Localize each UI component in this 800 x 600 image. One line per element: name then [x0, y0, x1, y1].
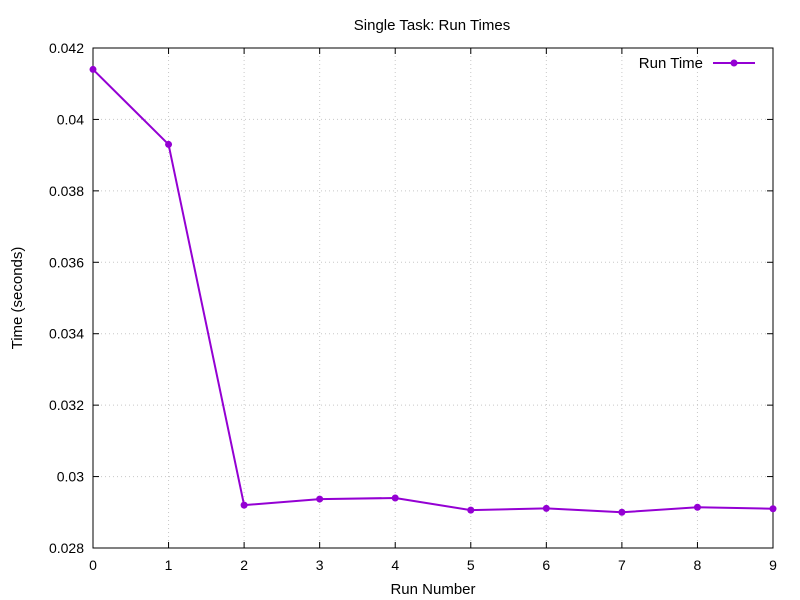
data-point: [89, 65, 97, 73]
x-tick-label: 3: [316, 557, 324, 573]
y-tick-label: 0.032: [49, 397, 84, 413]
x-tick-label: 0: [89, 557, 97, 573]
x-tick-label: 5: [467, 557, 475, 573]
x-tick-label: 6: [542, 557, 550, 573]
data-point: [693, 503, 701, 511]
x-tick-label: 2: [240, 557, 248, 573]
legend-label-run-time: Run Time: [639, 55, 703, 72]
x-axis: 0 1 2 3 4 5 6 7 8 9: [89, 48, 777, 573]
plot-frame: [92, 47, 774, 549]
y-tick-label: 0.03: [57, 469, 84, 485]
legend-marker-run-time: [730, 59, 738, 67]
data-point: [769, 505, 777, 513]
y-axis-label: Time (seconds): [9, 247, 26, 350]
x-axis-label: Run Number: [390, 581, 475, 598]
x-tick-label: 4: [391, 557, 399, 573]
y-tick-label: 0.042: [49, 40, 84, 56]
data-point: [165, 140, 173, 148]
data-point: [467, 506, 475, 514]
series-line-run-time: [92, 68, 774, 514]
y-tick-label: 0.034: [49, 326, 84, 342]
legend: Run Time: [639, 55, 755, 72]
data-point: [618, 508, 626, 516]
x-tick-label: 9: [769, 557, 777, 573]
y-tick-label: 0.036: [49, 254, 84, 270]
data-point: [391, 494, 399, 502]
data-point: [542, 504, 550, 512]
y-tick-label: 0.038: [49, 183, 84, 199]
y-tick-label: 0.028: [49, 540, 84, 556]
y-tick-label: 0.04: [57, 111, 84, 127]
x-tick-label: 8: [694, 557, 702, 573]
chart-title: Single Task: Run Times: [354, 17, 510, 34]
data-point: [240, 501, 248, 509]
x-tick-label: 7: [618, 557, 626, 573]
series-layer: [89, 65, 777, 516]
data-point: [316, 495, 324, 503]
y-axis: 0.028 0.03 0.032 0.034 0.036 0.038 0.04 0.042: [49, 40, 773, 556]
grid: [93, 48, 773, 548]
x-tick-label: 1: [165, 557, 173, 573]
